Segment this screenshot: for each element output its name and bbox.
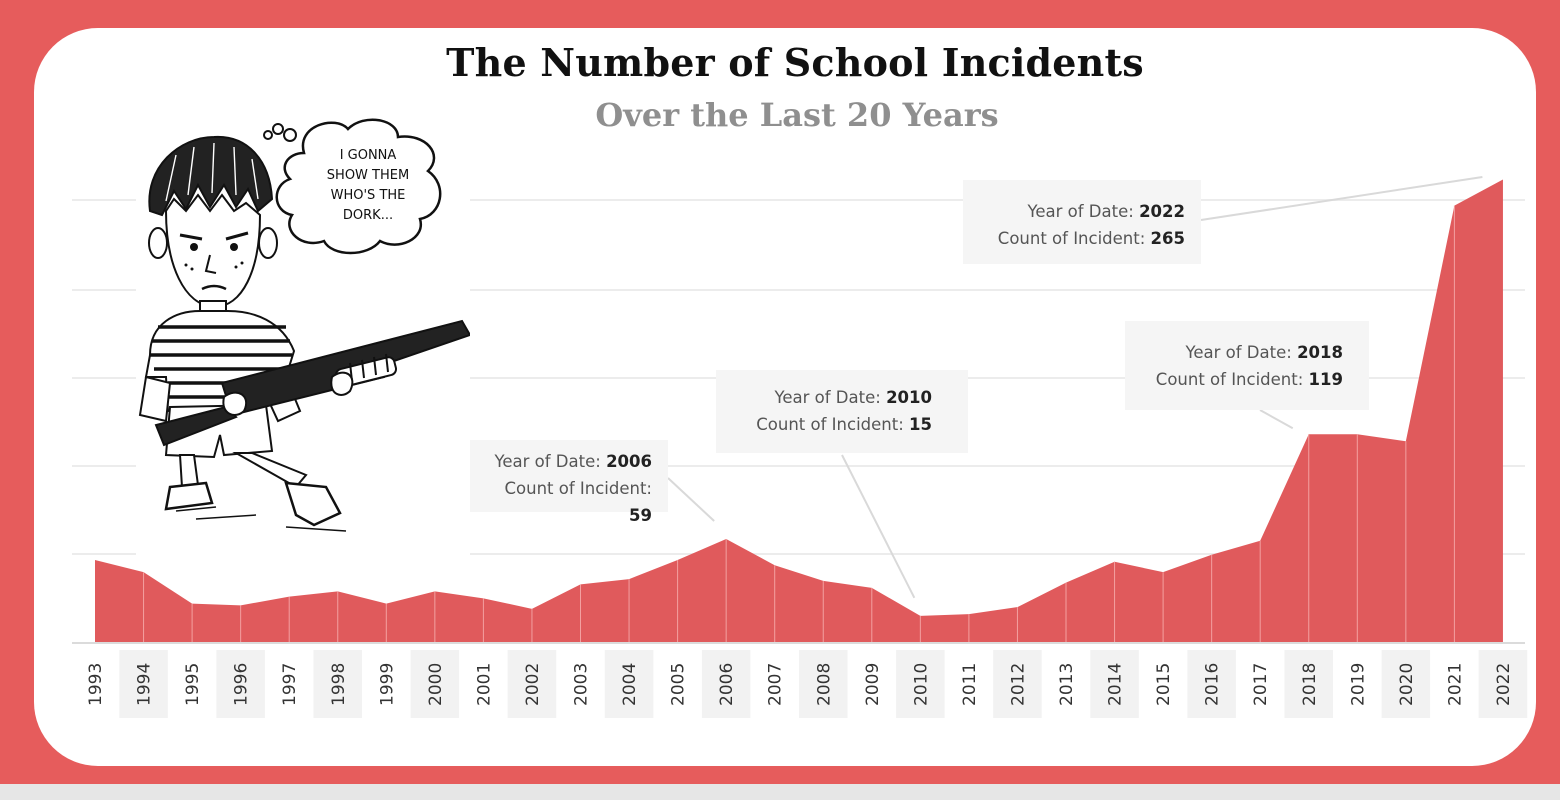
- tooltip-2018: Year of Date: 2018 Count of Incident: 11…: [1125, 321, 1369, 410]
- tooltip-2010: Year of Date: 2010 Count of Incident: 15: [716, 370, 968, 453]
- tooltip-year-label: Year of Date:: [1027, 202, 1134, 221]
- x-tick-label: 2004: [620, 663, 640, 706]
- x-tick-label: 2017: [1251, 663, 1271, 706]
- x-tick-label: 2006: [717, 663, 737, 706]
- chart-title: The Number of School Incidents: [446, 40, 1144, 85]
- bottom-strip: [0, 784, 1560, 800]
- tooltip-2022: Year of Date: 2022 Count of Incident: 26…: [963, 180, 1201, 264]
- thought-text-line: DORK...: [343, 208, 393, 223]
- x-tick-label: 2012: [1008, 663, 1028, 706]
- tooltip-count-label: Count of Incident:: [997, 229, 1146, 248]
- x-tick-label: 2016: [1203, 663, 1223, 706]
- x-tick-label: 2021: [1445, 663, 1465, 706]
- x-tick-band: [1187, 650, 1236, 718]
- thought-text-line: WHO'S THE: [331, 188, 406, 203]
- tooltip-year-value: 2010: [886, 388, 932, 407]
- tooltip-count-label: Count of Incident:: [1155, 370, 1304, 389]
- x-tick-label: 2022: [1494, 663, 1514, 706]
- tooltip-2006: Year of Date: 2006 Count of Incident: 59: [470, 440, 668, 525]
- thought-text-line: I GONNA: [340, 148, 397, 163]
- tooltip-count-value: 265: [1150, 229, 1185, 248]
- tooltip-year-value: 2022: [1139, 202, 1185, 221]
- tooltip-count-value: 15: [909, 415, 932, 434]
- tooltip-connector: [1200, 176, 1483, 221]
- x-tick-band: [701, 650, 751, 718]
- thought-text-line: SHOW THEM: [327, 168, 409, 183]
- tooltip-year-value: 2006: [606, 452, 652, 471]
- x-tick-label: 2000: [426, 663, 446, 706]
- cartoon-boy-illustration: I GONNA SHOW THEM WHO'S THE DORK...: [136, 115, 470, 555]
- x-tick-band: [993, 650, 1042, 718]
- x-tick-label: 2003: [572, 663, 592, 706]
- x-tick-band: [507, 650, 557, 718]
- x-tick-band: [1381, 650, 1431, 718]
- x-tick-label: 1998: [329, 663, 349, 706]
- x-tick-label: 2002: [523, 663, 543, 706]
- x-tick-band: [1284, 650, 1334, 718]
- x-tick-label: 2018: [1300, 663, 1320, 706]
- x-tick-band: [798, 650, 848, 718]
- x-tick-band: [896, 650, 945, 718]
- x-tick-band: [1090, 650, 1139, 718]
- tooltip-year-value: 2018: [1297, 343, 1343, 362]
- x-tick-label: 2007: [766, 663, 786, 706]
- x-tick-label: 2009: [863, 663, 883, 706]
- tooltip-year-label: Year of Date:: [1185, 343, 1292, 362]
- x-tick-label: 2001: [474, 663, 494, 706]
- x-tick-label: 2013: [1057, 663, 1077, 706]
- x-tick-label: 2005: [669, 663, 689, 706]
- x-tick-label: 2020: [1397, 663, 1417, 706]
- x-tick-label: 2008: [814, 663, 834, 706]
- x-tick-band: [313, 650, 363, 718]
- tooltip-connector: [841, 454, 916, 599]
- x-tick-label: 1997: [280, 663, 300, 706]
- x-tick-label: 2010: [911, 663, 931, 706]
- tooltip-count-value: 119: [1308, 370, 1343, 389]
- x-tick-band: [1478, 650, 1528, 718]
- x-tick-label: 1994: [135, 663, 155, 706]
- tooltip-connector: [1259, 409, 1294, 430]
- x-tick-label: 2015: [1154, 663, 1174, 706]
- tooltip-year-label: Year of Date:: [774, 388, 881, 407]
- x-tick-label: 1996: [232, 663, 252, 706]
- tooltip-count-label: Count of Incident:: [756, 415, 904, 434]
- x-tick-band: [216, 650, 265, 718]
- x-tick-band: [119, 650, 168, 718]
- x-tick-band: [604, 650, 654, 718]
- x-tick-label: 2014: [1106, 663, 1126, 706]
- tooltip-count-value: 59: [629, 506, 652, 525]
- x-tick-label: 1995: [183, 663, 203, 706]
- tooltip-year-label: Year of Date:: [494, 452, 601, 471]
- area-series: [95, 179, 1503, 643]
- tooltip-count-label: Count of Incident:: [504, 479, 653, 498]
- tooltip-connector: [667, 477, 715, 522]
- x-tick-label: 1999: [377, 663, 397, 706]
- x-tick-label: 2011: [960, 663, 980, 706]
- x-tick-label: 2019: [1348, 663, 1368, 706]
- chart-subtitle: Over the Last 20 Years: [595, 96, 999, 134]
- x-tick-band: [410, 650, 460, 718]
- x-tick-label: 1993: [86, 663, 106, 706]
